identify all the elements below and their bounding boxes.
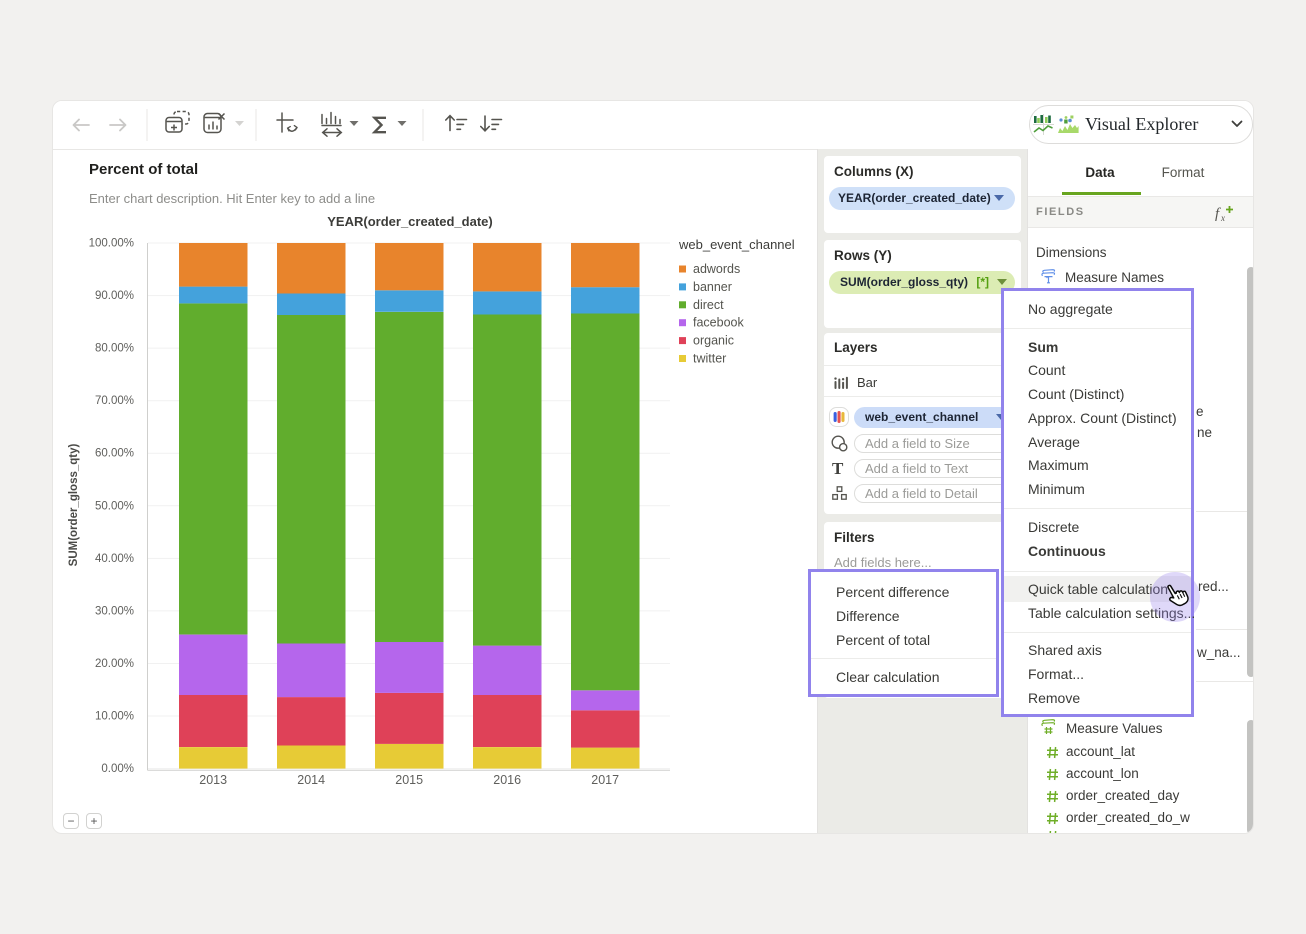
- svg-text:50.00%: 50.00%: [95, 500, 134, 512]
- svg-text:YEAR(order_created_date): YEAR(order_created_date): [327, 214, 492, 229]
- svg-text:60.00%: 60.00%: [95, 448, 134, 460]
- svg-text:0.00%: 0.00%: [101, 763, 134, 775]
- svg-text:banner: banner: [693, 280, 732, 294]
- svg-text:SUM(order_gloss_qty): SUM(order_gloss_qty): [68, 443, 80, 566]
- svg-text:2015: 2015: [395, 773, 423, 787]
- svg-text:10.00%: 10.00%: [95, 711, 134, 723]
- svg-text:f: f: [1215, 206, 1221, 222]
- svg-text:20.00%: 20.00%: [95, 658, 134, 670]
- svg-text:adwords: adwords: [693, 262, 740, 276]
- svg-text:90.00%: 90.00%: [95, 290, 134, 302]
- svg-text:twitter: twitter: [693, 352, 726, 366]
- svg-text:100.00%: 100.00%: [89, 238, 134, 250]
- svg-text:70.00%: 70.00%: [95, 395, 134, 407]
- svg-text:2016: 2016: [493, 773, 521, 787]
- svg-text:2014: 2014: [297, 773, 325, 787]
- svg-text:40.00%: 40.00%: [95, 553, 134, 565]
- svg-text:direct: direct: [693, 298, 724, 312]
- svg-text:80.00%: 80.00%: [95, 343, 134, 355]
- svg-text:30.00%: 30.00%: [95, 605, 134, 617]
- svg-text:2017: 2017: [591, 773, 619, 787]
- svg-text:organic: organic: [693, 334, 734, 348]
- svg-text:web_event_channel: web_event_channel: [678, 237, 795, 252]
- svg-text:facebook: facebook: [693, 316, 744, 330]
- svg-text:2013: 2013: [199, 773, 227, 787]
- svg-text:x: x: [1220, 213, 1225, 222]
